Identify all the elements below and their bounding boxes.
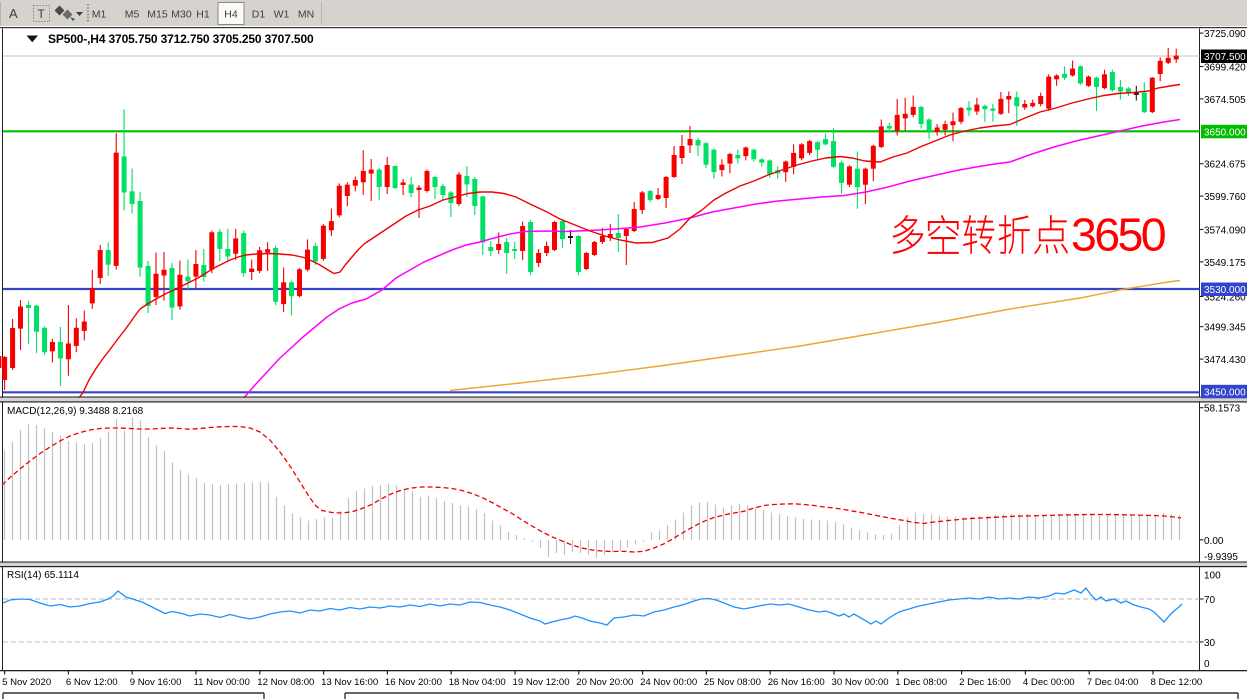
- svg-text:25 Nov 08:00: 25 Nov 08:00: [704, 677, 761, 688]
- svg-text:3725.090: 3725.090: [1204, 29, 1246, 40]
- svg-text:12 Nov 08:00: 12 Nov 08:00: [257, 677, 314, 688]
- svg-text:MACD(12,26,9) 9.3488 8.2168: MACD(12,26,9) 9.3488 8.2168: [7, 406, 144, 417]
- svg-text:MN: MN: [298, 9, 314, 21]
- svg-text:H4: H4: [224, 9, 238, 21]
- svg-text:24 Nov 00:00: 24 Nov 00:00: [640, 677, 697, 688]
- svg-text:13 Nov 16:00: 13 Nov 16:00: [321, 677, 378, 688]
- svg-text:3650.000: 3650.000: [1204, 127, 1246, 138]
- svg-text:A: A: [9, 6, 18, 21]
- svg-text:3524.260: 3524.260: [1204, 292, 1246, 303]
- svg-text:1 Dec 08:00: 1 Dec 08:00: [895, 677, 947, 688]
- svg-text:3674.505: 3674.505: [1204, 95, 1246, 106]
- svg-text:30 Nov 00:00: 30 Nov 00:00: [832, 677, 889, 688]
- svg-text:3699.420: 3699.420: [1204, 63, 1246, 74]
- svg-text:26 Nov 16:00: 26 Nov 16:00: [768, 677, 825, 688]
- svg-text:18 Nov 04:00: 18 Nov 04:00: [449, 677, 506, 688]
- svg-text:3574.090: 3574.090: [1204, 225, 1246, 236]
- svg-text:9 Nov 16:00: 9 Nov 16:00: [130, 677, 182, 688]
- svg-text:SP500-,H4 3705.750 3712.750 3: SP500-,H4 3705.750 3712.750 3705.250 370…: [48, 32, 314, 46]
- svg-text:3707.500: 3707.500: [1204, 52, 1246, 63]
- svg-text:3474.430: 3474.430: [1204, 355, 1246, 366]
- svg-text:100: 100: [1204, 571, 1221, 582]
- svg-text:M1: M1: [92, 9, 107, 21]
- svg-text:M15: M15: [147, 9, 168, 21]
- svg-text:70: 70: [1204, 595, 1216, 606]
- svg-text:4 Dec 00:00: 4 Dec 00:00: [1023, 677, 1075, 688]
- svg-text:RSI(14) 65.1114: RSI(14) 65.1114: [7, 570, 79, 581]
- svg-text:-9.9395: -9.9395: [1204, 552, 1238, 563]
- svg-text:3599.760: 3599.760: [1204, 192, 1246, 203]
- svg-text:6 Nov 12:00: 6 Nov 12:00: [66, 677, 118, 688]
- svg-text:3499.345: 3499.345: [1204, 323, 1246, 334]
- svg-text:3624.675: 3624.675: [1204, 160, 1246, 171]
- svg-text:T: T: [38, 7, 46, 21]
- svg-text:5 Nov 2020: 5 Nov 2020: [2, 677, 51, 688]
- svg-text:W1: W1: [274, 9, 290, 21]
- svg-text:3530.000: 3530.000: [1204, 285, 1246, 296]
- svg-text:3650: 3650: [1071, 209, 1166, 261]
- svg-text:16 Nov 20:00: 16 Nov 20:00: [385, 677, 442, 688]
- svg-text:D1: D1: [252, 9, 266, 21]
- svg-text:M30: M30: [171, 9, 192, 21]
- svg-text:3450.000: 3450.000: [1204, 387, 1246, 398]
- svg-text:H1: H1: [196, 9, 210, 21]
- svg-text:8 Dec 12:00: 8 Dec 12:00: [1151, 677, 1203, 688]
- svg-text:20 Nov 20:00: 20 Nov 20:00: [576, 677, 633, 688]
- svg-text:0: 0: [1204, 659, 1210, 670]
- svg-text:19 Nov 12:00: 19 Nov 12:00: [513, 677, 570, 688]
- svg-text:3549.175: 3549.175: [1204, 258, 1246, 269]
- svg-text:58.1573: 58.1573: [1204, 404, 1241, 415]
- svg-text:11 Nov 00:00: 11 Nov 00:00: [194, 677, 250, 688]
- svg-text:30: 30: [1204, 638, 1216, 649]
- svg-text:7 Dec 04:00: 7 Dec 04:00: [1087, 677, 1139, 688]
- svg-text:2 Dec 16:00: 2 Dec 16:00: [959, 677, 1011, 688]
- svg-text:M5: M5: [125, 9, 140, 21]
- svg-text:0.00: 0.00: [1204, 536, 1224, 547]
